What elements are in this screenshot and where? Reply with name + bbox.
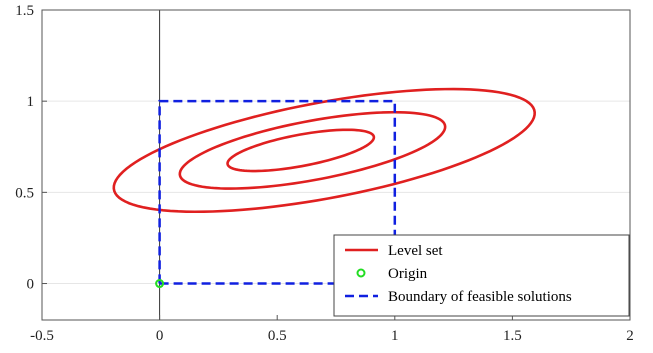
y-tick-label-1: 0.5 <box>15 185 34 201</box>
x-tick-label-1: 0 <box>156 328 164 344</box>
x-tick-label-4: 1.5 <box>503 328 522 344</box>
level-set-contour-2 <box>226 128 376 173</box>
level-set-contour-0 <box>112 87 536 214</box>
y-tick-label-0: 0 <box>27 277 35 293</box>
y-tick-label-2: 1 <box>27 94 35 110</box>
legend-swatch-origin <box>356 268 366 278</box>
level-set-contours <box>112 87 536 214</box>
x-tick-label-0: -0.5 <box>30 328 54 344</box>
legend-label-origin: Origin <box>388 266 428 282</box>
y-ticks: 0 0.5 1 1.5 <box>15 3 47 293</box>
feasible-boundary-line <box>158 99 397 285</box>
plot-frame <box>41 9 631 321</box>
level-set-contour-1 <box>178 110 447 190</box>
legend-box <box>333 234 630 317</box>
x-tick-label-5: 2 <box>626 328 634 344</box>
legend-label-boundary: Boundary of feasible solutions <box>388 289 572 305</box>
x-tick-label-2: 0.5 <box>268 328 287 344</box>
legend-label-level-set: Level set <box>388 243 443 259</box>
y-tick-label-3: 1.5 <box>15 3 34 19</box>
origin-markers <box>155 279 165 289</box>
x-tick-label-3: 1 <box>391 328 399 344</box>
origin-marker-0 <box>155 279 165 289</box>
legend: Level set Origin Boundary of feasible so… <box>333 234 630 317</box>
